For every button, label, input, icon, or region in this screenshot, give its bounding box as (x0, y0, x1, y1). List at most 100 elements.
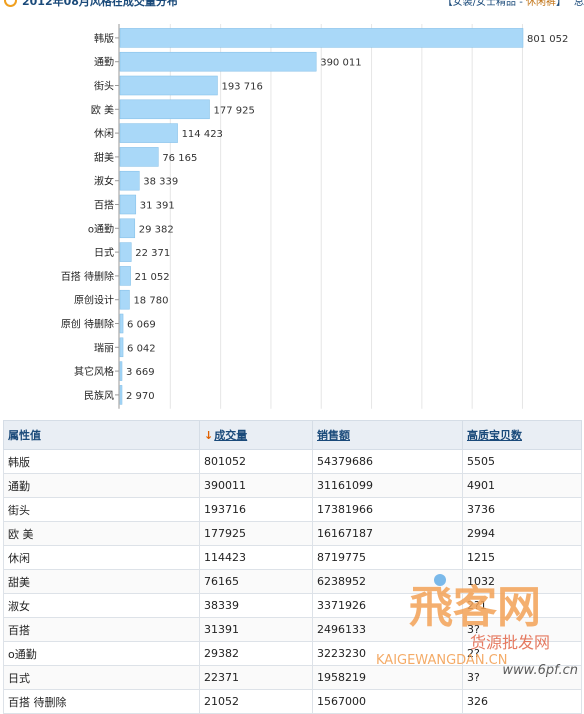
data-label: 29 382 (139, 224, 174, 235)
category-breadcrumb[interactable]: 【女装/女士精品 - 休闲裤】 (443, 0, 566, 8)
cell-attribute: 百搭 待删除 (3, 689, 200, 714)
bar (119, 170, 140, 191)
table-header-row: 属性值 ↓成交量 销售额 高质宝贝数 (3, 420, 582, 450)
bar (119, 361, 123, 381)
cell-sales: 16167187 (312, 521, 463, 546)
data-label: 3 669 (126, 367, 155, 378)
cell-attribute: 淑女 (3, 593, 200, 618)
data-label: 114 423 (182, 129, 223, 140)
table-row: 韩版 801052 54379686 5505 (3, 449, 582, 474)
cell-sales: 8719775 (312, 545, 463, 570)
cell-attribute: 日式 (3, 665, 200, 690)
cell-attribute: 通勤 (3, 473, 200, 498)
y-tick-label: 其它风格 (74, 365, 114, 378)
header-more-link[interactable]: 总 (574, 0, 584, 8)
cell-attribute: 欧 美 (3, 521, 200, 546)
bar (119, 28, 524, 48)
y-tick-label: 民族风 (84, 389, 114, 402)
y-tick-label: 瑞丽 (94, 342, 114, 354)
y-tick-label: 百搭 待删除 (61, 270, 114, 283)
data-table-container: 属性值 ↓成交量 销售额 高质宝贝数 韩版 801052 54379686 5505 通… (3, 420, 582, 714)
cell-sales: 2496133 (312, 617, 463, 642)
cell-quality-items: 2994 (462, 521, 582, 546)
bar (119, 147, 159, 167)
bar (119, 51, 317, 72)
data-label: 31 391 (140, 201, 175, 212)
header-attribute-label: 属性值 (8, 429, 41, 442)
cell-attribute: 百搭 (3, 617, 200, 642)
cell-quality-items: 4901 (462, 473, 582, 498)
cell-volume: 21052 (199, 689, 313, 714)
breadcrumb-highlight[interactable]: 休闲裤 (526, 0, 556, 8)
y-tick-label: 休闲 (94, 127, 114, 140)
cell-volume: 390011 (199, 473, 313, 498)
header-quality-items[interactable]: 高质宝贝数 (462, 420, 582, 450)
bar (119, 242, 132, 262)
header-sales-link[interactable]: 销售额 (317, 429, 350, 442)
cell-sales: 1567000 (312, 689, 463, 714)
cell-quality-items: 3? (462, 665, 582, 690)
bar (119, 218, 136, 239)
y-tick-label: 甜美 (94, 151, 114, 164)
table-row: 淑女 38339 3371926 2?1 (3, 593, 582, 618)
cell-volume: 801052 (199, 449, 313, 474)
data-label: 2 970 (126, 391, 155, 402)
data-label: 6 042 (127, 343, 156, 354)
bar (119, 289, 130, 310)
data-label: 21 052 (135, 272, 170, 283)
y-tick-label: 百搭 (94, 199, 114, 212)
cell-quality-items: 2?1 (462, 593, 582, 618)
breadcrumb-prefix: 【女装/女士精品 - (442, 0, 526, 8)
table-row: 百搭 待删除 21052 1567000 326 (3, 689, 582, 714)
cell-attribute: 街头 (3, 497, 200, 522)
cell-volume: 177925 (199, 521, 313, 546)
cell-sales: 31161099 (312, 473, 463, 498)
cell-sales: 3223230 (312, 641, 463, 666)
cell-quality-items: 326 (462, 689, 582, 714)
cell-volume: 114423 (199, 545, 313, 570)
table-row: 欧 美 177925 16167187 2994 (3, 521, 582, 546)
bar (119, 313, 124, 334)
data-label: 18 780 (133, 296, 168, 307)
cell-volume: 31391 (199, 617, 313, 642)
bar (119, 385, 123, 405)
table-row: o通勤 29382 3223230 2? (3, 641, 582, 666)
header-volume[interactable]: ↓成交量 (199, 420, 313, 450)
cell-volume: 76165 (199, 569, 313, 594)
table-row: 甜美 76165 6238952 1032 (3, 569, 582, 594)
data-label: 6 069 (127, 320, 156, 331)
cell-sales: 1958219 (312, 665, 463, 690)
y-tick-label: o通勤 (88, 222, 114, 235)
data-label: 390 011 (320, 58, 361, 69)
cell-attribute: 甜美 (3, 569, 200, 594)
cell-volume: 193716 (199, 497, 313, 522)
y-tick-label: 原创设计 (74, 294, 114, 307)
bullet-icon (4, 0, 17, 7)
y-tick-label: 日式 (94, 246, 114, 259)
breadcrumb-suffix: 】 (556, 0, 566, 8)
bar (119, 194, 137, 215)
y-tick-label: 原创 待删除 (61, 318, 114, 331)
data-label: 193 716 (221, 82, 262, 93)
chart-header: 2012年08月风格在成交量分布 【女装/女士精品 - 休闲裤】 总 (0, 0, 584, 14)
header-sales[interactable]: 销售额 (312, 420, 463, 450)
cell-volume: 38339 (199, 593, 313, 618)
data-label: 177 925 (214, 105, 255, 116)
bar-chart-svg: 韩版 801 052 通勤 390 011 街头 193 716 欧 美 177 925 休闲 1… (61, 24, 568, 409)
sort-desc-icon: ↓ (204, 429, 214, 442)
cell-quality-items: 1032 (462, 569, 582, 594)
cell-sales: 17381966 (312, 497, 463, 522)
cell-attribute: o通勤 (3, 641, 200, 666)
table-row: 日式 22371 1958219 3? (3, 665, 582, 690)
header-quality-link[interactable]: 高质宝贝数 (467, 429, 522, 442)
data-table: 属性值 ↓成交量 销售额 高质宝贝数 韩版 801052 54379686 5505 通… (3, 420, 582, 714)
table-row: 通勤 390011 31161099 4901 (3, 473, 582, 498)
bar (119, 75, 218, 96)
bar (119, 99, 210, 120)
cell-quality-items: 5505 (462, 449, 582, 474)
bar (119, 266, 131, 286)
cell-attribute: 韩版 (3, 449, 200, 474)
header-volume-link[interactable]: 成交量 (214, 429, 248, 442)
data-label: 801 052 (527, 34, 568, 45)
y-tick-label: 通勤 (94, 56, 114, 69)
